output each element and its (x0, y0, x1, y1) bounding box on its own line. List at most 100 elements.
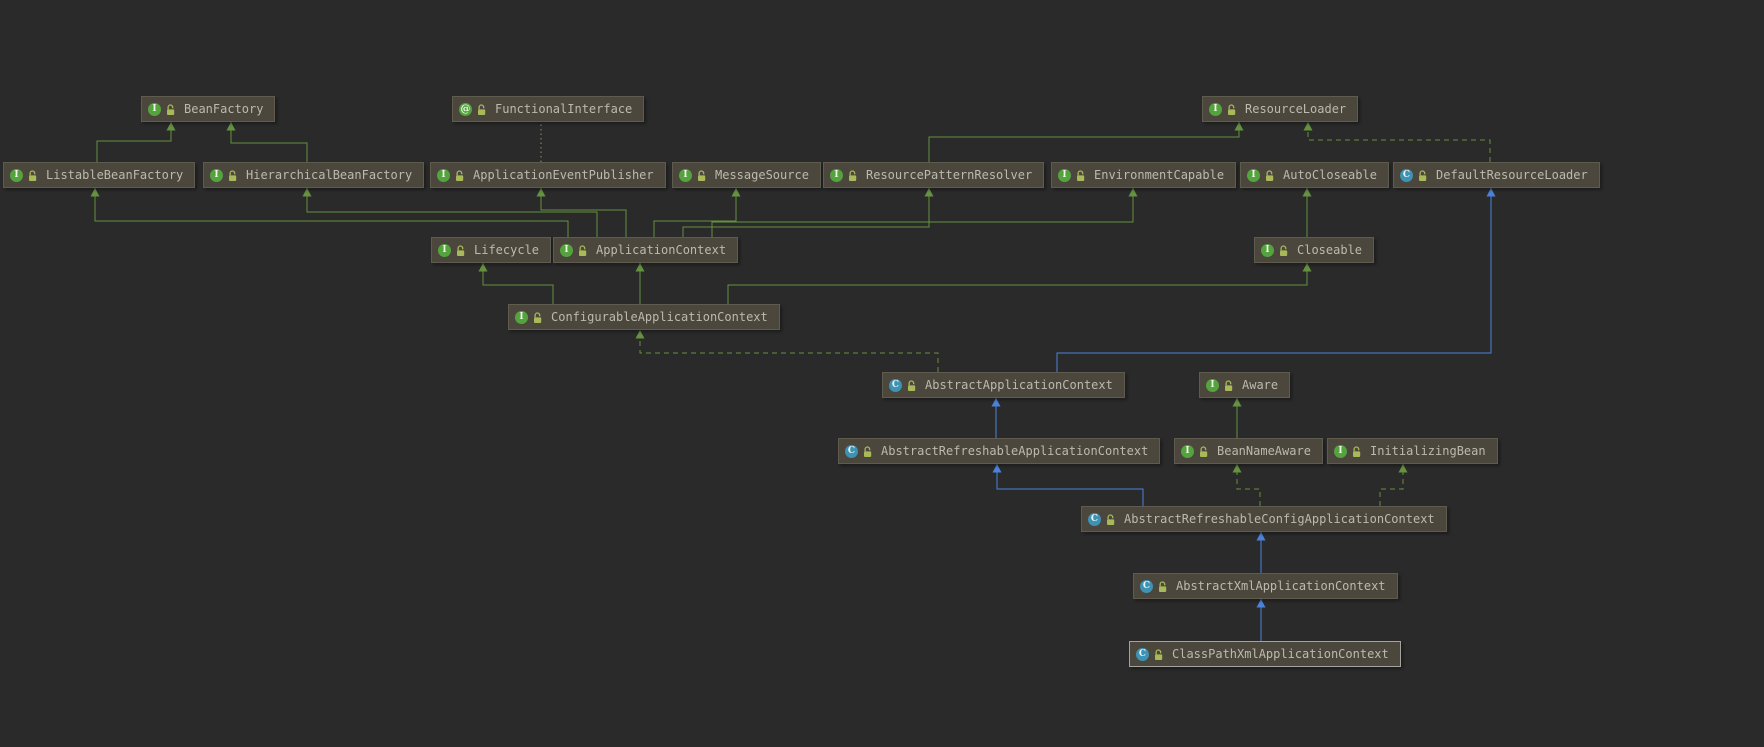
node-ConfigurableApplicationContext[interactable]: I ConfigurableApplicationContext (508, 304, 780, 330)
interface-icon: I (1261, 243, 1274, 257)
node-label: EnvironmentCapable (1094, 168, 1225, 182)
node-ClassPathXmlApplicationContext[interactable]: C ClassPathXmlApplicationContext (1129, 641, 1401, 667)
arrowhead-icon (1232, 398, 1242, 407)
edge-ConfigurableApplicationContext-to-Lifecycle (482, 263, 554, 304)
class-icon: C (845, 444, 858, 458)
interface-icon: I (830, 168, 843, 182)
node-label: AutoCloseable (1283, 168, 1377, 182)
edge-ApplicationContext-to-ResourcePatternResolver (682, 188, 930, 237)
class-icon: C (1140, 579, 1153, 593)
lock-icon (1225, 379, 1233, 391)
arrowhead-icon (166, 122, 176, 131)
node-Aware[interactable]: I Aware (1199, 372, 1291, 398)
node-AutoCloseable[interactable]: I AutoCloseable (1240, 162, 1389, 188)
node-ApplicationContext[interactable]: I ApplicationContext (553, 237, 739, 263)
edge-ConfigurableApplicationContext-to-Closeable (727, 263, 1308, 304)
node-DefaultResourceLoader[interactable]: C DefaultResourceLoader (1393, 162, 1600, 188)
lock-icon (849, 169, 857, 181)
edge-AbstractRefreshableConfigApplicationContext-to-AbstractRefreshableApplicationContext (996, 464, 1144, 506)
node-label: ApplicationEventPublisher (473, 168, 654, 182)
node-ListableBeanFactory[interactable]: I ListableBeanFactory (3, 162, 196, 188)
node-Closeable[interactable]: I Closeable (1254, 237, 1375, 263)
lock-icon (478, 103, 486, 115)
node-ApplicationEventPublisher[interactable]: I ApplicationEventPublisher (430, 162, 666, 188)
lock-icon (1107, 513, 1115, 525)
node-label: Lifecycle (474, 243, 540, 257)
node-EnvironmentCapable[interactable]: I EnvironmentCapable (1051, 162, 1237, 188)
arrowhead-icon (992, 464, 1002, 473)
annotation-icon: @ (459, 102, 472, 116)
edge-ApplicationContext-to-MessageSource (653, 188, 737, 237)
interface-icon: I (210, 168, 223, 182)
node-label: AbstractXmlApplicationContext (1176, 579, 1386, 593)
lock-icon (908, 379, 916, 391)
node-FunctionalInterface[interactable]: @ FunctionalInterface (452, 96, 645, 122)
node-AbstractApplicationContext[interactable]: C AbstractApplicationContext (882, 372, 1125, 398)
node-HierarchicalBeanFactory[interactable]: I HierarchicalBeanFactory (203, 162, 425, 188)
arrowhead-icon (1486, 188, 1496, 197)
edge-ResourcePatternResolver-to-ResourceLoader (928, 122, 1240, 162)
arrowhead-icon (991, 398, 1001, 407)
arrowhead-icon (635, 263, 645, 272)
node-AbstractRefreshableConfigApplicationContext[interactable]: C AbstractRefreshableConfigApplicationCon… (1081, 506, 1447, 532)
arrowhead-icon (226, 122, 236, 131)
interface-icon: I (515, 310, 528, 324)
node-BeanFactory[interactable]: I BeanFactory (141, 96, 276, 122)
arrowhead-icon (1234, 122, 1244, 131)
lock-icon (864, 445, 872, 457)
interface-icon: I (1247, 168, 1260, 182)
node-label: ApplicationContext (596, 243, 727, 257)
lock-icon (456, 169, 464, 181)
node-MessageSource[interactable]: I MessageSource (672, 162, 821, 188)
class-icon: C (889, 378, 902, 392)
arrowhead-icon (924, 188, 934, 197)
arrowhead-icon (1398, 464, 1408, 473)
interface-icon: I (1181, 444, 1194, 458)
node-AbstractRefreshableApplicationContext[interactable]: C AbstractRefreshableApplicationContext (838, 438, 1161, 464)
node-label: AbstractRefreshableApplicationContext (881, 444, 1149, 458)
node-label: BeanFactory (184, 102, 264, 116)
lock-icon (229, 169, 237, 181)
edge-DefaultResourceLoader-to-ResourceLoader (1307, 122, 1491, 162)
node-BeanNameAware[interactable]: I BeanNameAware (1174, 438, 1323, 464)
node-label: HierarchicalBeanFactory (246, 168, 413, 182)
arrowhead-icon (1302, 263, 1312, 272)
node-ResourcePatternResolver[interactable]: I ResourcePatternResolver (823, 162, 1045, 188)
lock-icon (29, 169, 37, 181)
interface-icon: I (1058, 168, 1071, 182)
lock-icon (1280, 244, 1288, 256)
node-Lifecycle[interactable]: I Lifecycle (431, 237, 552, 263)
node-label: DefaultResourceLoader (1436, 168, 1588, 182)
edge-HierarchicalBeanFactory-to-BeanFactory (230, 122, 308, 162)
edge-ApplicationContext-to-EnvironmentCapable (711, 188, 1134, 237)
lock-icon (698, 169, 706, 181)
interface-icon: I (438, 243, 451, 257)
interface-icon: I (10, 168, 23, 182)
node-label: MessageSource (715, 168, 809, 182)
arrowhead-icon (90, 188, 100, 197)
edge-AbstractApplicationContext-to-DefaultResourceLoader (1056, 188, 1492, 372)
lock-icon (1200, 445, 1208, 457)
lock-icon (457, 244, 465, 256)
lock-icon (167, 103, 175, 115)
class-icon: C (1088, 512, 1101, 526)
edge-AbstractApplicationContext-to-ConfigurableApplicationContext (639, 330, 939, 372)
node-label: InitializingBean (1370, 444, 1486, 458)
edge-ListableBeanFactory-to-BeanFactory (96, 122, 172, 162)
lock-icon (1228, 103, 1236, 115)
edge-ApplicationContext-to-ApplicationEventPublisher (540, 188, 627, 237)
node-label: AbstractRefreshableConfigApplicationCont… (1124, 512, 1435, 526)
lock-icon (1077, 169, 1085, 181)
node-ResourceLoader[interactable]: I ResourceLoader (1202, 96, 1359, 122)
node-label: ListableBeanFactory (46, 168, 184, 182)
node-InitializingBean[interactable]: I InitializingBean (1327, 438, 1498, 464)
node-AbstractXmlApplicationContext[interactable]: C AbstractXmlApplicationContext (1133, 573, 1398, 599)
arrowhead-icon (1128, 188, 1138, 197)
arrowhead-icon (536, 188, 546, 197)
edge-AbstractRefreshableConfigApplicationContext-to-InitializingBean (1379, 464, 1404, 506)
arrowhead-icon (1256, 532, 1266, 541)
class-icon: C (1400, 168, 1413, 182)
lock-icon (579, 244, 587, 256)
